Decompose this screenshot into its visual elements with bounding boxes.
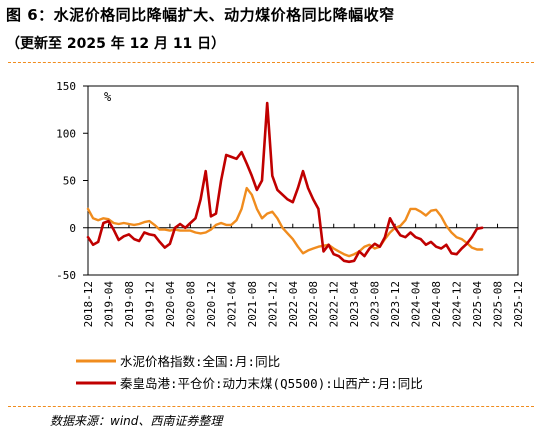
y-tick-label: -50 [56, 269, 76, 282]
x-tick-label: 2021-04 [225, 281, 238, 328]
x-tick-label: 2024-04 [410, 281, 423, 328]
plot-frame [87, 85, 519, 276]
y-unit-label: % [104, 90, 112, 104]
line-chart: -50 0 50 100 150 2018-12 2019-04 2019-08 2019-1… [56, 80, 525, 391]
figure-subtitle: （更新至 2025 年 12 月 11 日） [6, 36, 226, 52]
x-tick-label: 2020-08 [184, 281, 197, 327]
x-axis: 2018-12 2019-04 2019-08 2019-12 2020-04 2020-… [82, 223, 525, 328]
source-note: 数据来源：wind、西南证券整理 [50, 414, 223, 428]
plot-border [87, 85, 519, 276]
y-tick-label: 150 [56, 80, 76, 93]
series-layer [86, 101, 484, 264]
x-tick-label: 2024-08 [430, 281, 443, 327]
x-tick-label: 2023-12 [389, 281, 402, 327]
legend-label: 水泥价格指数:全国:月:同比 [120, 354, 280, 369]
x-tick-label: 2023-08 [369, 281, 382, 327]
x-tick-label: 2019-08 [123, 281, 136, 327]
x-tick-label: 2022-04 [287, 281, 300, 328]
top-divider [8, 62, 534, 63]
y-tick-label: 100 [56, 127, 76, 140]
x-tick-label: 2022-08 [307, 281, 320, 327]
y-tick-label: 0 [69, 222, 76, 235]
x-tick-label: 2019-04 [102, 281, 115, 328]
legend: 水泥价格指数:全国:月:同比秦皇岛港:平仓价:动力末煤(Q5500):山西产:月… [76, 354, 423, 391]
x-tick-label: 2021-12 [266, 281, 279, 327]
x-tick-label: 2022-12 [328, 281, 341, 327]
y-axis: -50 0 50 100 150 [56, 80, 88, 282]
x-tick-label: 2021-08 [246, 281, 259, 327]
x-tick-label: 2025-12 [512, 281, 525, 327]
y-tick-label: 50 [63, 175, 76, 188]
figure-title: 图 6：水泥价格同比降幅扩大、动力煤价格同比降幅收窄 [6, 6, 395, 24]
x-tick-label: 2023-04 [348, 281, 361, 328]
legend-label: 秦皇岛港:平仓价:动力末煤(Q5500):山西产:月:同比 [120, 376, 423, 391]
x-tick-label: 2025-04 [471, 281, 484, 328]
series-line-thermal-coal-price [86, 101, 484, 264]
x-tick-label: 2020-04 [164, 281, 177, 328]
x-tick-label: 2019-12 [143, 281, 156, 327]
series-line-cement-price [86, 186, 484, 258]
bottom-divider [8, 406, 534, 407]
x-tick-label: 2018-12 [82, 281, 95, 327]
x-tick-label: 2024-12 [451, 281, 464, 327]
x-tick-label: 2025-08 [492, 281, 505, 327]
x-tick-label: 2020-12 [205, 281, 218, 327]
